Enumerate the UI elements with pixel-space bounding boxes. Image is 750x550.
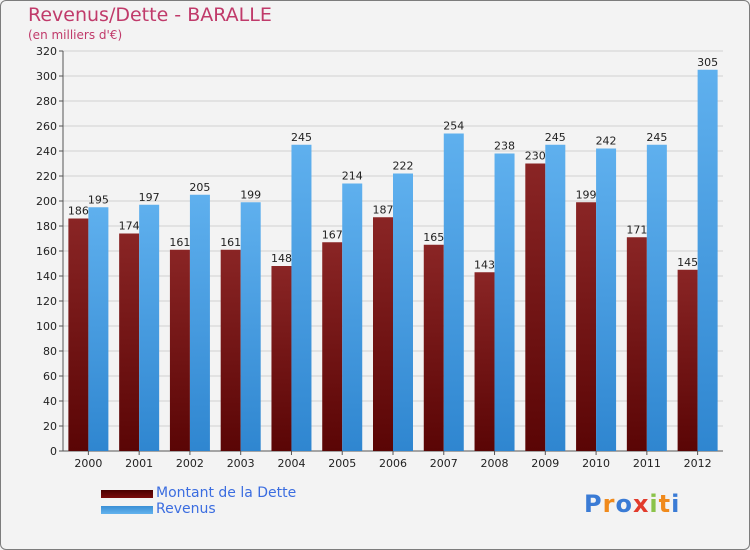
bar-dette [271, 266, 292, 451]
y-tick-label: 300 [36, 70, 57, 83]
bar-revenus [88, 207, 109, 451]
bar-revenus [393, 173, 413, 451]
logo-letter: x [632, 490, 650, 518]
y-tick-label: 140 [36, 270, 57, 283]
y-tick-label: 100 [36, 320, 57, 333]
bar-dette [322, 242, 343, 451]
data-label-dette: 165 [423, 231, 444, 244]
legend-swatch-revenus [101, 506, 153, 514]
data-label-dette: 230 [525, 150, 546, 163]
x-tick-label: 2003 [227, 457, 255, 470]
x-tick-label: 2010 [582, 457, 610, 470]
logo-letter: i [649, 490, 659, 518]
bar-revenus [240, 202, 261, 451]
logo-letter: o [615, 490, 633, 518]
bar-revenus [545, 144, 566, 451]
bar-revenus [139, 204, 160, 451]
y-tick-label: 20 [43, 420, 57, 433]
legend-label-dette: Montant de la Dette [156, 485, 297, 501]
data-label-revenus: 305 [697, 56, 718, 69]
x-tick-label: 2006 [379, 457, 407, 470]
bar-revenus [189, 194, 210, 451]
bar-dette [525, 163, 546, 451]
y-tick-label: 200 [36, 195, 57, 208]
data-label-revenus: 195 [88, 193, 109, 206]
legend-swatch-dette [101, 490, 153, 498]
bar-revenus [342, 183, 363, 451]
bar-dette [677, 269, 698, 451]
y-tick-label: 180 [36, 220, 57, 233]
x-tick-label: 2005 [328, 457, 356, 470]
logo-letter: r [602, 490, 616, 518]
bar-revenus [291, 144, 312, 451]
data-label-dette: 174 [119, 220, 140, 233]
y-tick-label: 260 [36, 120, 57, 133]
bar-dette [220, 249, 241, 451]
x-tick-label: 2007 [430, 457, 458, 470]
y-tick-label: 320 [36, 45, 57, 58]
bar-dette [169, 249, 190, 451]
y-tick-label: 80 [43, 345, 57, 358]
x-tick-label: 2008 [481, 457, 509, 470]
data-label-dette: 161 [169, 236, 190, 249]
data-label-revenus: 245 [646, 131, 667, 144]
data-label-revenus: 245 [291, 131, 312, 144]
data-label-revenus: 214 [342, 170, 363, 183]
data-label-revenus: 254 [443, 120, 464, 133]
y-tick-label: 280 [36, 95, 57, 108]
y-tick-label: 220 [36, 170, 57, 183]
bar-dette [119, 233, 140, 451]
data-label-revenus: 245 [545, 131, 566, 144]
data-label-dette: 148 [271, 252, 292, 265]
y-tick-label: 40 [43, 395, 57, 408]
bar-revenus [697, 69, 718, 451]
bar-dette [474, 272, 495, 451]
x-tick-label: 2012 [684, 457, 712, 470]
chart-title: Revenus/Dette - BARALLE [28, 4, 272, 26]
bar-dette [626, 237, 647, 451]
x-tick-label: 2001 [125, 457, 153, 470]
data-label-dette: 145 [677, 256, 698, 269]
data-label-dette: 143 [474, 258, 495, 271]
bar-dette [373, 217, 393, 451]
y-tick-label: 120 [36, 295, 57, 308]
data-label-revenus: 197 [139, 191, 160, 204]
data-label-dette: 187 [373, 203, 394, 216]
x-tick-label: 2009 [531, 457, 559, 470]
x-tick-label: 2000 [74, 457, 102, 470]
x-tick-label: 2002 [176, 457, 204, 470]
y-tick-label: 0 [50, 445, 57, 458]
y-tick-label: 240 [36, 145, 57, 158]
bar-dette [576, 202, 597, 451]
bar-dette [423, 244, 444, 451]
y-tick-label: 60 [43, 370, 57, 383]
legend-label-revenus: Revenus [156, 501, 216, 517]
proxiti-logo: Proxiti [584, 490, 680, 518]
bar-revenus [646, 144, 667, 451]
data-label-dette: 186 [68, 205, 89, 218]
bar-revenus [596, 148, 617, 451]
logo-letter: i [671, 490, 681, 518]
logo-letter: P [584, 490, 603, 518]
bar-revenus [443, 133, 464, 451]
chart-subtitle: (en milliers d'€) [28, 28, 123, 42]
y-tick-label: 160 [36, 245, 57, 258]
data-label-dette: 171 [626, 223, 647, 236]
x-tick-label: 2011 [633, 457, 661, 470]
data-label-revenus: 205 [189, 181, 210, 194]
data-label-dette: 199 [576, 188, 597, 201]
data-label-revenus: 238 [494, 140, 515, 153]
data-label-revenus: 199 [240, 188, 261, 201]
data-label-revenus: 222 [393, 160, 414, 173]
data-label-revenus: 242 [596, 135, 617, 148]
bar-revenus [494, 153, 515, 451]
data-label-dette: 167 [322, 228, 343, 241]
bar-dette [68, 218, 89, 451]
data-label-dette: 161 [220, 236, 241, 249]
logo-letter: t [658, 490, 672, 518]
x-tick-label: 2004 [277, 457, 305, 470]
